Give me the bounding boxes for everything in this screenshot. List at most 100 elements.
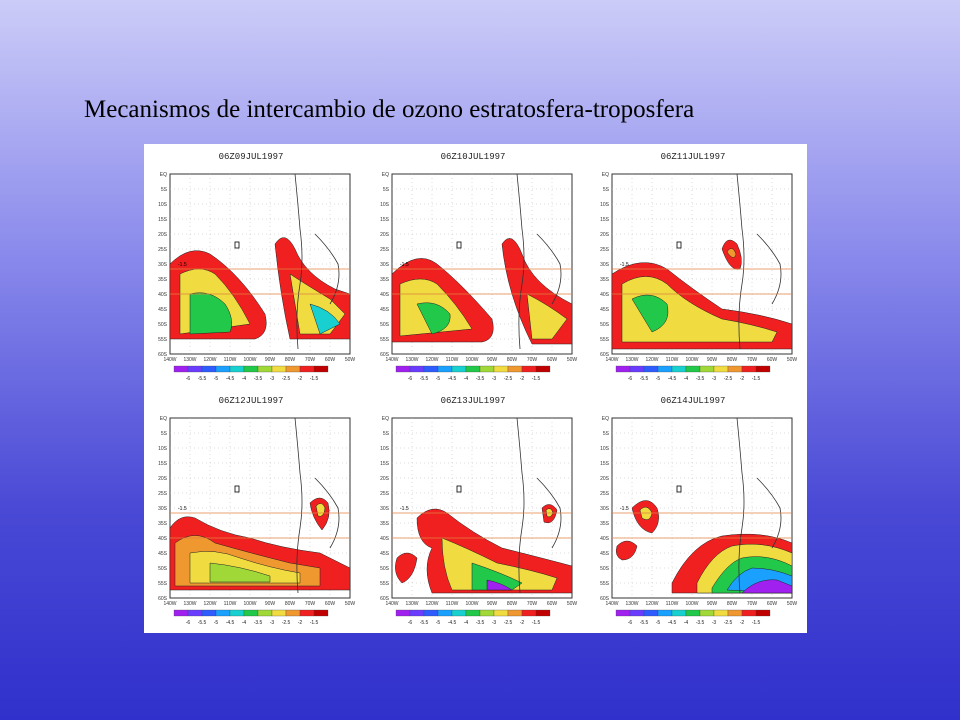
contour-fills bbox=[615, 500, 793, 594]
colorbar-swatch bbox=[215, 609, 231, 617]
coastline bbox=[516, 173, 525, 350]
colorbar-label: -1.5 bbox=[752, 376, 761, 382]
contour-fills bbox=[169, 497, 351, 591]
colorbar-swatch bbox=[173, 365, 189, 373]
lat-tick-label: 25S bbox=[158, 247, 168, 253]
lat-tick-label: 20S bbox=[600, 232, 610, 238]
colorbar-swatch bbox=[657, 609, 673, 617]
lat-tick-label: EQ bbox=[602, 416, 609, 422]
contour-label: -1.5 bbox=[178, 262, 187, 268]
contour-region bbox=[209, 562, 271, 583]
colorbar-label: -6 bbox=[628, 376, 633, 382]
lon-tick-label: 140W bbox=[163, 357, 176, 363]
lat-tick-label: EQ bbox=[160, 416, 167, 422]
map-panel: 06Z14JUL1997 -1.5 EQ 5S 10S 15S 20S 25S 30S 35S 40… bbox=[588, 394, 798, 629]
lat-tick-label: 60S bbox=[158, 596, 168, 602]
lon-tick-label: 110W bbox=[446, 357, 459, 363]
ozone-map: -1.5 EQ 5S 10S 15S 20S 25S 30S 35S 40S 45S 50S 55S 60… bbox=[600, 172, 797, 363]
panel-title: 06Z09JUL1997 bbox=[218, 152, 284, 162]
contour-region bbox=[741, 579, 793, 594]
contour-fills bbox=[169, 237, 351, 340]
colorbar-swatch bbox=[615, 609, 631, 617]
colorbar: -6 -5.5 -5 -4.5 -4 -3.5 -3 -2.5 -2 -1.5 bbox=[395, 365, 551, 382]
lon-tick-label: 100W bbox=[685, 601, 698, 607]
colorbar-label: -3.5 bbox=[476, 376, 485, 382]
lon-tick-label: 80W bbox=[727, 601, 738, 607]
ozone-map: -1.5 EQ 5S 10S 15S 20S 25S 30S 35S 40S 45S 50S 55S 60… bbox=[158, 172, 356, 363]
colorbar-swatch bbox=[671, 365, 687, 373]
lat-tick-label: 25S bbox=[158, 491, 168, 497]
colorbar-label: -4 bbox=[242, 376, 247, 382]
contour-region bbox=[526, 293, 568, 340]
contour-region bbox=[395, 552, 418, 584]
colorbar-swatch bbox=[507, 365, 523, 373]
coastline bbox=[294, 417, 303, 594]
colorbar-swatch bbox=[755, 609, 771, 617]
lat-tick-label: 35S bbox=[158, 277, 168, 283]
colorbar-swatch bbox=[243, 365, 259, 373]
contour-label: -1.5 bbox=[620, 262, 629, 268]
ozone-maps-figure: 06Z09JUL1997 -1.5 EQ 5S 10S 15S 20S 25S 30S 35S 40… bbox=[144, 144, 807, 633]
colorbar-label: -4 bbox=[684, 376, 689, 382]
lat-tick-label: 15S bbox=[158, 217, 168, 223]
contour-label: -1.5 bbox=[400, 262, 409, 268]
colorbar-label: -6 bbox=[408, 620, 413, 626]
lon-tick-label: 100W bbox=[243, 357, 256, 363]
colorbar-label: -5.5 bbox=[420, 620, 429, 626]
colorbar-label: -5 bbox=[214, 376, 219, 382]
lon-tick-label: 80W bbox=[285, 601, 296, 607]
colorbar-label: -4.5 bbox=[668, 620, 677, 626]
lat-tick-label: 20S bbox=[158, 232, 168, 238]
colorbar-swatch bbox=[521, 609, 537, 617]
contour-region bbox=[631, 294, 669, 333]
lon-tick-label: 60W bbox=[325, 601, 336, 607]
colorbar-label: -3.5 bbox=[476, 620, 485, 626]
lon-tick-label: 90W bbox=[487, 601, 498, 607]
lat-tick-label: 15S bbox=[158, 461, 168, 467]
colorbar-label: -2 bbox=[520, 376, 525, 382]
colorbar-swatch bbox=[465, 365, 481, 373]
lon-tick-label: 50W bbox=[567, 357, 578, 363]
coastline bbox=[756, 477, 782, 549]
lat-tick-label: 50S bbox=[380, 322, 390, 328]
lat-tick-label: 40S bbox=[600, 292, 610, 298]
ozone-map: -1.5 EQ 5S 10S 15S 20S 25S 30S 35S 40S 45S 50S 55S 60… bbox=[380, 172, 578, 363]
colorbar-swatch bbox=[395, 609, 411, 617]
lat-tick-label: 50S bbox=[380, 566, 390, 572]
lon-tick-label: 60W bbox=[547, 601, 558, 607]
lon-tick-label: 90W bbox=[487, 357, 498, 363]
colorbar-label: -1.5 bbox=[310, 376, 319, 382]
colorbar-label: -5.5 bbox=[420, 376, 429, 382]
colorbar-swatch bbox=[257, 609, 273, 617]
panel-title: 06Z12JUL1997 bbox=[218, 396, 284, 406]
lon-tick-label: 50W bbox=[345, 357, 356, 363]
colorbar-label: -5.5 bbox=[198, 620, 207, 626]
coastline bbox=[536, 233, 562, 305]
colorbar-label: -5 bbox=[214, 620, 219, 626]
colorbar-label: -2 bbox=[298, 376, 303, 382]
colorbar-label: -4 bbox=[242, 620, 247, 626]
colorbar-label: -2 bbox=[740, 376, 745, 382]
lat-tick-label: 35S bbox=[600, 277, 610, 283]
colorbar-swatch bbox=[685, 609, 701, 617]
lat-tick-label: 50S bbox=[158, 566, 168, 572]
contour-region bbox=[486, 579, 513, 591]
contour-fills bbox=[395, 504, 573, 594]
colorbar-swatch bbox=[285, 609, 301, 617]
lat-tick-label: 20S bbox=[380, 232, 390, 238]
colorbar-label: -3 bbox=[712, 620, 717, 626]
colorbar-swatch bbox=[727, 609, 743, 617]
lat-tick-label: 30S bbox=[600, 506, 610, 512]
colorbar-swatch bbox=[243, 609, 259, 617]
colorbar-swatch bbox=[271, 365, 287, 373]
colorbar-swatch bbox=[409, 365, 425, 373]
lat-tick-label: 25S bbox=[380, 247, 390, 253]
colorbar-label: -1.5 bbox=[310, 620, 319, 626]
colorbar-swatch bbox=[727, 365, 743, 373]
colorbar-swatch bbox=[507, 609, 523, 617]
lat-tick-label: 45S bbox=[158, 307, 168, 313]
colorbar-swatch bbox=[299, 609, 315, 617]
lon-tick-label: 120W bbox=[645, 601, 658, 607]
lat-tick-label: 5S bbox=[383, 187, 390, 193]
station-marker bbox=[676, 485, 682, 493]
